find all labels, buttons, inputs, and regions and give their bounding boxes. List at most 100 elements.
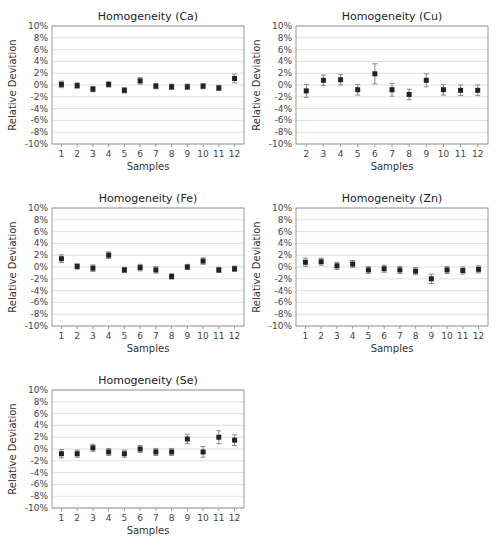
x-tick: [140, 144, 141, 147]
x-tick: [234, 326, 235, 329]
x-tick-label: 9: [184, 513, 190, 523]
y-tick-label: 0%: [278, 80, 293, 90]
x-tick-label: 6: [137, 149, 143, 159]
marker: [106, 449, 111, 454]
error-bar: [90, 444, 95, 451]
x-tick-label: 10: [197, 149, 209, 159]
marker: [382, 266, 387, 271]
x-tick: [171, 508, 172, 511]
y-tick-label: -10%: [25, 139, 49, 149]
error-bar: [413, 268, 418, 275]
error-bar: [106, 252, 111, 258]
title: Homogeneity (Ca): [98, 10, 198, 23]
y-tick-label: 4%: [34, 238, 49, 248]
x-tick-label: 8: [169, 513, 175, 523]
error-bar: [90, 265, 95, 271]
error-bar: [334, 262, 339, 269]
x-tick: [92, 144, 93, 147]
marker: [407, 92, 412, 97]
x-tick: [171, 326, 172, 329]
error-bar: [216, 267, 221, 272]
x-tick: [443, 144, 444, 147]
x-tick-label: 2: [318, 331, 324, 341]
grid-line: [296, 278, 488, 279]
figure: -10%-8%-6%-4%-2%0%2%4%6%8%10%12345678910…: [0, 0, 503, 551]
grid-line: [52, 290, 244, 291]
grid-line: [52, 496, 244, 497]
x-tick-label: 9: [423, 149, 429, 159]
marker: [201, 259, 206, 264]
x-tick-label: 7: [153, 513, 159, 523]
error-bar: [59, 450, 64, 458]
marker: [216, 435, 221, 440]
error-bar: [216, 431, 221, 444]
error-bar: [122, 267, 127, 272]
marker: [153, 449, 158, 454]
y-axis-label: Relative Deviation: [7, 39, 18, 130]
error-bar: [321, 75, 326, 86]
x-tick: [92, 326, 93, 329]
marker: [138, 78, 143, 83]
marker: [153, 267, 158, 272]
y-tick-label: 0%: [34, 80, 49, 90]
x-tick: [340, 144, 341, 147]
y-axis-label: Relative Deviation: [251, 39, 262, 130]
grid-line: [296, 108, 488, 109]
y-tick-label: -8%: [274, 309, 292, 319]
y-tick-label: -6%: [30, 115, 48, 125]
y-tick-label: 6%: [278, 227, 293, 237]
marker: [232, 438, 237, 443]
x-tick: [426, 144, 427, 147]
grid-line: [52, 49, 244, 50]
x-tick: [234, 508, 235, 511]
x-tick-label: 3: [90, 513, 96, 523]
x-tick-label: 2: [74, 149, 80, 159]
error-bar: [169, 274, 174, 279]
grid-line: [52, 96, 244, 97]
y-tick-label: -8%: [30, 309, 48, 319]
x-tick: [203, 144, 204, 147]
x-tick: [108, 508, 109, 511]
y-tick-label: -10%: [269, 139, 293, 149]
error-bar: [106, 448, 111, 455]
y-tick-label: 6%: [34, 45, 49, 55]
x-tick-label: 11: [455, 149, 466, 159]
x-tick-label: 11: [213, 331, 224, 341]
error-bar: [232, 435, 237, 446]
marker: [185, 265, 190, 270]
x-tick-label: 1: [303, 331, 309, 341]
marker: [441, 87, 446, 92]
x-tick-label: 4: [350, 331, 356, 341]
grid-line: [296, 120, 488, 121]
y-tick-label: 4%: [34, 420, 49, 430]
plot-frame: [52, 208, 244, 326]
x-tick: [409, 144, 410, 147]
x-tick: [374, 144, 375, 147]
x-tick-label: 3: [334, 331, 340, 341]
y-tick-label: -4%: [30, 286, 48, 296]
y-tick-label: -2%: [30, 456, 48, 466]
panel: -10%-8%-6%-4%-2%0%2%4%6%8%10%23456789101…: [251, 10, 488, 172]
marker: [201, 84, 206, 89]
grid-line: [52, 85, 244, 86]
marker: [338, 77, 343, 82]
marker: [397, 267, 402, 272]
grid-line: [52, 243, 244, 244]
marker: [445, 267, 450, 272]
x-tick: [431, 326, 432, 329]
marker: [475, 88, 480, 93]
x-tick-label: 11: [213, 149, 224, 159]
x-tick: [368, 326, 369, 329]
grid-line: [296, 255, 488, 256]
grid-line: [52, 255, 244, 256]
marker: [90, 445, 95, 450]
grid-line: [52, 231, 244, 232]
marker: [390, 87, 395, 92]
error-bar: [304, 84, 309, 97]
y-tick-label: 0%: [34, 262, 49, 272]
x-axis-label: Samples: [371, 343, 414, 354]
error-bar: [338, 74, 343, 85]
x-tick: [323, 144, 324, 147]
x-tick: [306, 144, 307, 147]
marker: [185, 436, 190, 441]
